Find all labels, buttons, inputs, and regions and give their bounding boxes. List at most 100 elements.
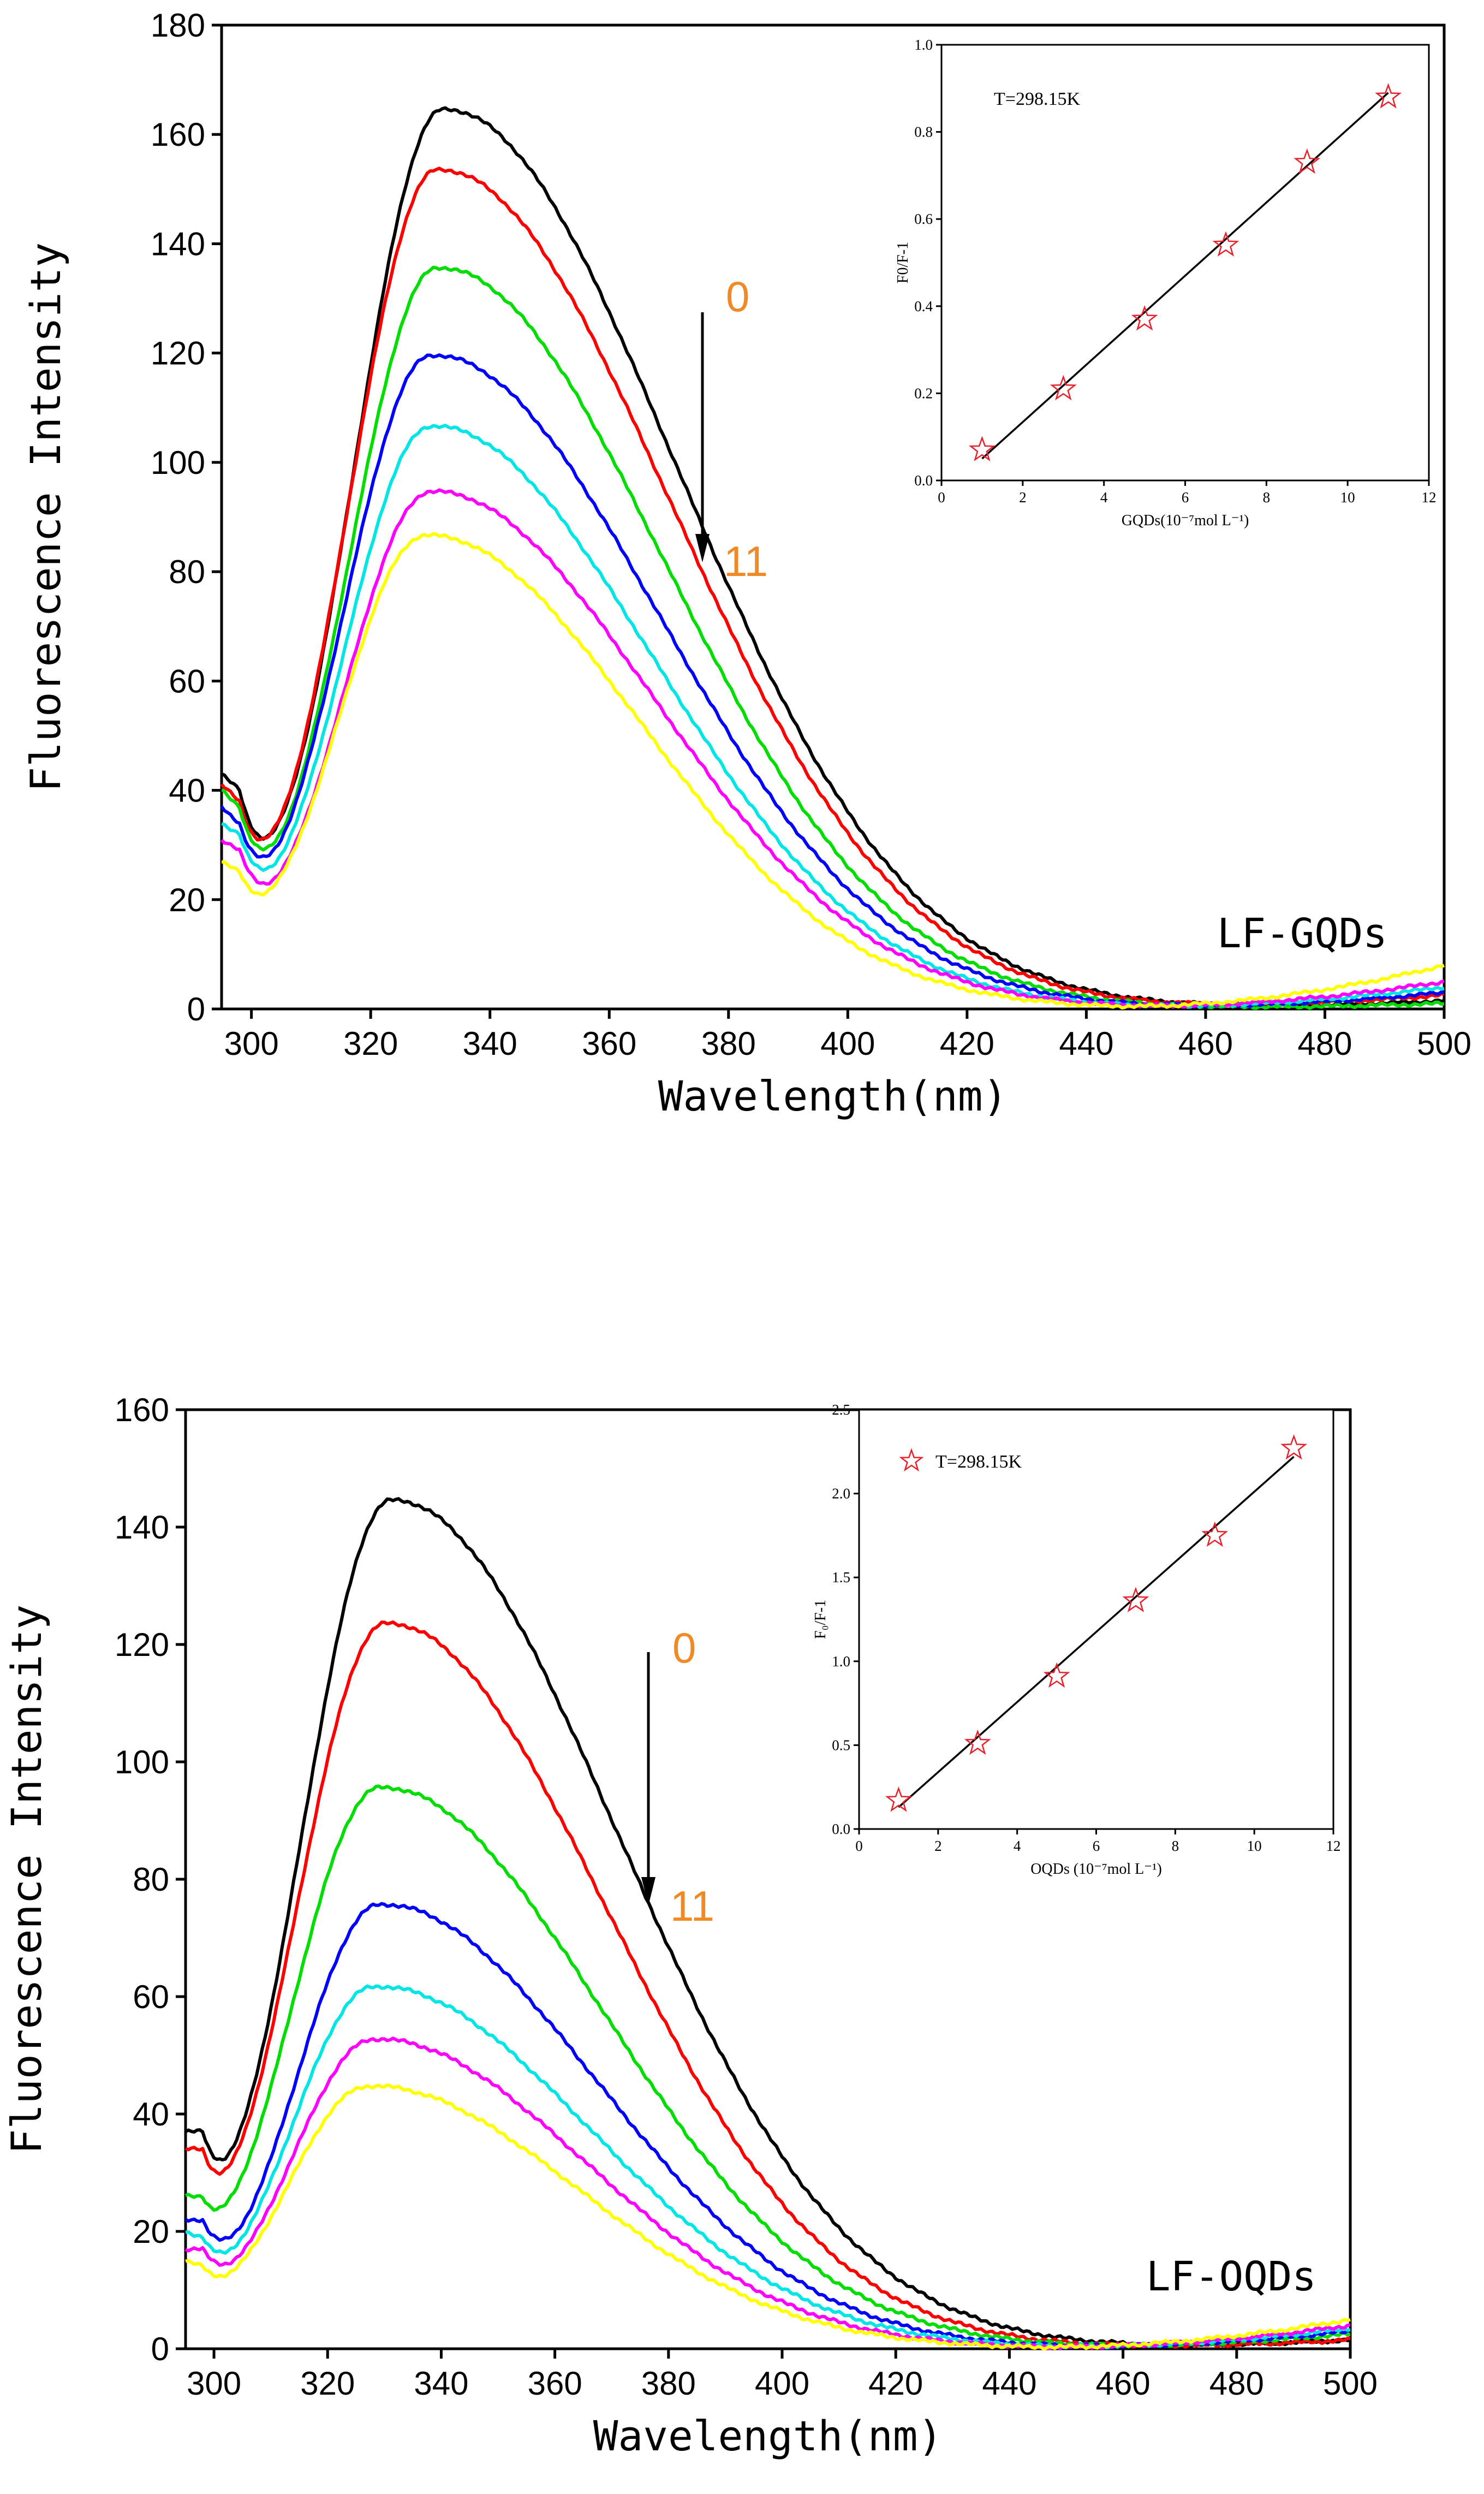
inset-y-tick-label: 0.5	[832, 1737, 850, 1753]
y-tick-label: 60	[133, 1979, 169, 2015]
x-tick-label: 360	[582, 1025, 636, 1062]
arrow-top-label: 0	[726, 272, 749, 320]
y-tick-label: 100	[115, 1744, 169, 1780]
x-tick-label: 420	[940, 1025, 994, 1062]
arrow-bottom-label: 11	[670, 1882, 714, 1930]
y-tick-label: 40	[133, 2096, 169, 2133]
y-tick-label: 20	[169, 882, 205, 918]
inset-y-tick-label: 0.2	[914, 385, 933, 401]
inset-points-group	[968, 83, 1402, 461]
inset-data-point	[1122, 1587, 1149, 1613]
inset-data-point	[964, 1729, 991, 1755]
inset-data-point	[1050, 375, 1077, 401]
x-tick-label: 400	[820, 1025, 875, 1062]
x-tick-label: 460	[1096, 2365, 1151, 2402]
inset-x-tick-label: 0	[855, 1838, 863, 1854]
inset-x-tick-label: 0	[938, 489, 945, 506]
inset-y-tick-label: 0.4	[914, 298, 933, 314]
inset-y-tick-label: 0.0	[832, 1821, 850, 1837]
x-axis-title: Wavelength(nm)	[593, 2412, 943, 2460]
y-tick-label: 120	[115, 1626, 169, 1663]
inset-x-tick-label: 6	[1093, 1838, 1100, 1854]
inset-temperature-label: T=298.15K	[994, 89, 1080, 109]
y-tick-label: 140	[115, 1509, 169, 1546]
inset-y-tick-label: 1.0	[832, 1653, 850, 1670]
inset-data-point	[1131, 305, 1158, 331]
inset-data-point	[1201, 1521, 1229, 1547]
axes-group: 300 320 340 360 380 400 420 440 460 480 5000204060…	[115, 1392, 1378, 2402]
inset-y-axis-title: F0/F-1	[895, 242, 911, 283]
x-tick-label: 480	[1297, 1025, 1352, 1062]
y-tick-label: 40	[169, 773, 205, 809]
y-tick-label: 100	[151, 444, 205, 481]
inset-fit-line	[981, 92, 1389, 460]
x-tick-label: 320	[343, 1025, 398, 1062]
inset-x-tick-label: 8	[1263, 489, 1271, 506]
y-tick-label: 120	[151, 335, 205, 372]
inset-x-tick-label: 2	[934, 1838, 942, 1854]
inset-x-tick-label: 4	[1014, 1838, 1021, 1854]
chart-panel-lf-oqds: 300 320 340 360 380 400 420 440 460 480 5000204060…	[2, 1392, 1378, 2460]
x-tick-label: 300	[187, 2365, 241, 2402]
inset-temperature-label: T=298.15K	[935, 1452, 1022, 1472]
panel-label: LF-OQDs	[1146, 2253, 1316, 2300]
x-tick-label: 300	[224, 1025, 279, 1062]
inset-legend-marker	[899, 1448, 924, 1472]
y-tick-label: 0	[151, 2331, 169, 2367]
x-axis-title: Wavelength(nm)	[658, 1072, 1008, 1120]
inset-x-tick-label: 12	[1326, 1838, 1341, 1854]
inset-y-tick-label: 1.0	[914, 37, 933, 53]
inset-fit-line	[898, 1456, 1295, 1808]
y-axis-title: Fluorescence Intensity	[2, 1605, 51, 2154]
y-tick-label: 180	[151, 7, 205, 44]
inset-y-tick-label: 0.6	[914, 211, 933, 227]
series-line-5	[220, 488, 1445, 1009]
plot-frame	[220, 23, 1446, 1011]
x-tick-label: 500	[1323, 2365, 1378, 2402]
inset-y-tick-label: 0.8	[914, 124, 933, 140]
inset-data-point	[968, 436, 996, 461]
inset-x-tick-label: 6	[1182, 489, 1189, 506]
x-tick-label: 460	[1178, 1025, 1233, 1062]
quench-arrow-head	[641, 1877, 655, 1905]
panel-label: LF-GQDs	[1217, 910, 1387, 957]
y-tick-label: 60	[169, 663, 205, 699]
inset-axes-group: 0 2 4 6 8 10 12 0.0 0.5 1.0 1.5 2.0 2.5	[832, 1402, 1340, 1854]
x-tick-label: 420	[868, 2365, 923, 2402]
series-line-5	[184, 2036, 1351, 2350]
y-tick-label: 80	[133, 1861, 169, 1898]
inset-frame	[940, 44, 1430, 482]
inset-legend-star	[899, 1448, 924, 1472]
inset-plot: 0 2 4 6 8 10 12 0.0 0.5 1.0 1.5 2.0 2.5 T=298.15K OQ…	[812, 1402, 1341, 1878]
inset-data-point	[1280, 1434, 1308, 1460]
axes-group: 300 320 340 360 380 400 420 440 460 480 5000204060…	[151, 7, 1471, 1062]
inset-data-point	[1212, 231, 1239, 257]
x-tick-label: 380	[641, 2365, 696, 2402]
inset-data-point	[1294, 148, 1321, 174]
inset-frame	[858, 1409, 1334, 1830]
inset-x-tick-label: 8	[1172, 1838, 1179, 1854]
y-tick-label: 140	[151, 225, 205, 262]
x-tick-label: 360	[528, 2365, 582, 2402]
y-tick-label: 160	[115, 1392, 169, 1428]
y-tick-label: 80	[169, 554, 205, 590]
y-tick-label: 0	[187, 991, 205, 1028]
series-group	[184, 1497, 1351, 2351]
inset-data-point	[885, 1786, 912, 1812]
y-tick-label: 20	[133, 2213, 169, 2250]
arrow-bottom-label: 11	[724, 537, 768, 585]
inset-x-axis-title: GQDs(10⁻⁷mol L⁻¹)	[1122, 512, 1249, 529]
series-line-6	[221, 532, 1445, 1010]
x-tick-label: 320	[300, 2365, 355, 2402]
series-line-6	[185, 2083, 1351, 2351]
inset-axes-group: 0 2 4 6 8 10 12 0.0 0.2 0.4 0.6 0.8 1.0	[914, 37, 1436, 506]
inset-y-axis-title: F₀/F-1	[812, 1600, 829, 1639]
x-tick-label: 340	[463, 1025, 517, 1062]
inset-y-tick-label: 2.5	[832, 1402, 850, 1418]
inset-x-tick-label: 2	[1019, 489, 1027, 506]
chart-panel-lf-gqds: 300 320 340 360 380 400 420 440 460 480 5000204060…	[21, 7, 1471, 1120]
quench-arrow-head	[695, 534, 710, 562]
x-tick-label: 340	[414, 2365, 468, 2402]
x-tick-label: 440	[1059, 1025, 1113, 1062]
inset-plot: 0 2 4 6 8 10 12 0.0 0.2 0.4 0.6 0.8 1.0 T=298.15K GQ…	[895, 37, 1437, 529]
